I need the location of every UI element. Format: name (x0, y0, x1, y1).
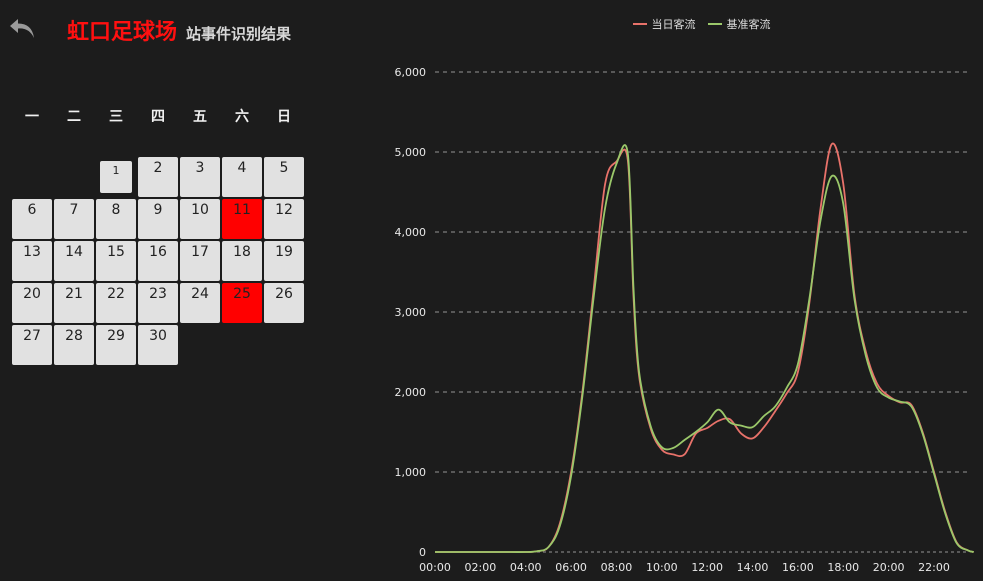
y-tick-label: 4,000 (395, 226, 427, 239)
legend-label-baseline: 基准客流 (726, 18, 771, 31)
x-tick-label: 20:00 (873, 561, 905, 574)
legend-swatch-current (632, 23, 647, 25)
y-tick-label: 0 (419, 546, 426, 559)
weekday-label: 一 (25, 109, 39, 125)
undo-arrow-icon (10, 19, 34, 38)
x-tick-label: 18:00 (827, 561, 859, 574)
calendar-day[interactable]: 22 (96, 283, 136, 323)
x-tick-label: 10:00 (646, 561, 678, 574)
calendar-day-event[interactable]: 25 (222, 283, 262, 323)
calendar-day[interactable]: 14 (54, 241, 94, 281)
series-line-baseline (435, 144, 974, 553)
legend-item-baseline[interactable]: 基准客流 (707, 15, 771, 33)
calendar-day[interactable]: 10 (180, 199, 220, 239)
calendar-day[interactable]: 7 (54, 199, 94, 239)
y-tick-label: 3,000 (395, 306, 427, 319)
weekday-label: 四 (151, 109, 165, 125)
calendar-weekday-header: 一二三四五六日 (12, 106, 306, 126)
series-line-current (435, 142, 974, 553)
x-tick-label: 22:00 (918, 561, 950, 574)
weekday-label: 三 (109, 109, 123, 125)
calendar-day-event[interactable]: 11 (222, 199, 262, 239)
calendar-day[interactable]: 13 (12, 241, 52, 281)
calendar-day[interactable]: 16 (138, 241, 178, 281)
calendar-day[interactable]: 5 (264, 157, 304, 197)
calendar-day[interactable]: 17 (180, 241, 220, 281)
y-tick-label: 1,000 (395, 466, 427, 479)
calendar-day[interactable]: 15 (96, 241, 136, 281)
weekday-label: 日 (277, 109, 291, 125)
calendar-day[interactable]: 18 (222, 241, 262, 281)
legend-item-current[interactable]: 当日客流 (632, 15, 696, 33)
calendar-day[interactable]: 12 (264, 199, 304, 239)
calendar-day[interactable]: 27 (12, 325, 52, 365)
y-tick-label: 5,000 (395, 146, 427, 159)
calendar-day[interactable]: 28 (54, 325, 94, 365)
x-tick-label: 16:00 (782, 561, 814, 574)
calendar-day[interactable]: 8 (96, 199, 136, 239)
x-tick-label: 00:00 (419, 561, 451, 574)
station-name: 虹口足球场 (67, 20, 178, 45)
x-tick-label: 02:00 (465, 561, 497, 574)
page-subtitle: 站事件识别结果 (186, 25, 292, 43)
x-tick-label: 08:00 (601, 561, 633, 574)
x-tick-label: 12:00 (691, 561, 723, 574)
calendar-day[interactable]: 9 (138, 199, 178, 239)
calendar-day[interactable]: 20 (12, 283, 52, 323)
calendar-day[interactable]: 3 (180, 157, 220, 197)
x-tick-label: 14:00 (737, 561, 769, 574)
weekday-label: 五 (193, 109, 207, 125)
x-tick-label: 06:00 (555, 561, 587, 574)
calendar-day[interactable]: 6 (12, 199, 52, 239)
legend-label-current: 当日客流 (651, 18, 696, 31)
back-button[interactable] (8, 14, 40, 46)
calendar-day[interactable]: 19 (264, 241, 304, 281)
y-tick-label: 2,000 (395, 386, 427, 399)
calendar-day[interactable]: 26 (264, 283, 304, 323)
weekday-label: 六 (235, 109, 249, 125)
calendar-day[interactable]: 30 (138, 325, 178, 365)
calendar-day[interactable]: 2 (138, 157, 178, 197)
chart-legend: 当日客流 基准客流 (0, 15, 983, 33)
y-tick-label: 6,000 (395, 66, 427, 79)
page-title: 虹口足球场 站事件识别结果 (67, 14, 291, 48)
x-tick-label: 04:00 (510, 561, 542, 574)
weekday-label: 二 (67, 109, 81, 125)
calendar-day[interactable]: 24 (180, 283, 220, 323)
legend-swatch-baseline (707, 23, 722, 25)
calendar-day[interactable]: 21 (54, 283, 94, 323)
calendar-day[interactable]: 1 (100, 161, 132, 193)
calendar-day[interactable]: 4 (222, 157, 262, 197)
calendar-day[interactable]: 23 (138, 283, 178, 323)
calendar-day[interactable]: 29 (96, 325, 136, 365)
